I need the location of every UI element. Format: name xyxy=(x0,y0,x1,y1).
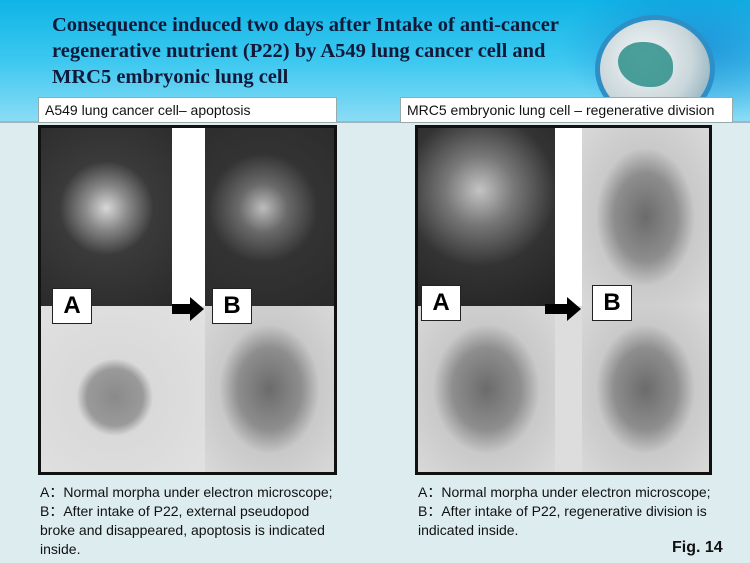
label-a: A xyxy=(421,285,461,321)
right-description: A：Normal morpha under electron microscop… xyxy=(418,483,728,540)
desc-line-a: A：Normal morpha under electron microscop… xyxy=(40,484,333,500)
label-b: B xyxy=(212,288,252,324)
label-b: B xyxy=(592,285,632,321)
a549-normal-sem-image xyxy=(41,128,172,306)
desc-line-a: A：Normal morpha under electron microscop… xyxy=(418,484,711,500)
arrow-right-icon xyxy=(545,297,581,321)
mrc5-p22-tem-image-top xyxy=(582,128,709,306)
mrc5-normal-sem-image xyxy=(418,128,555,306)
mrc5-micrograph-panel: A B xyxy=(415,125,712,475)
left-caption: A549 lung cancer cell– apoptosis xyxy=(38,97,337,123)
right-caption: MRC5 embryonic lung cell – regenerative … xyxy=(400,97,733,123)
a549-p22-tem-image xyxy=(205,306,334,472)
a549-micrograph-panel: A B xyxy=(38,125,337,475)
desc-line-b: B：After intake of P22, regenerative divi… xyxy=(418,503,707,538)
arrow-right-icon xyxy=(172,297,204,321)
a549-p22-sem-image xyxy=(205,128,334,306)
left-description: A：Normal morpha under electron microscop… xyxy=(40,483,340,559)
mrc5-normal-tem-image xyxy=(418,306,555,472)
a549-normal-tem-image xyxy=(41,306,205,472)
mrc5-p22-tem-image-bottom xyxy=(582,306,709,472)
figure-label: Fig. 14 xyxy=(672,539,723,556)
slide-title: Consequence induced two days after Intak… xyxy=(52,14,559,88)
label-a: A xyxy=(52,288,92,324)
desc-line-b: B：After intake of P22, external pseudopo… xyxy=(40,503,325,557)
